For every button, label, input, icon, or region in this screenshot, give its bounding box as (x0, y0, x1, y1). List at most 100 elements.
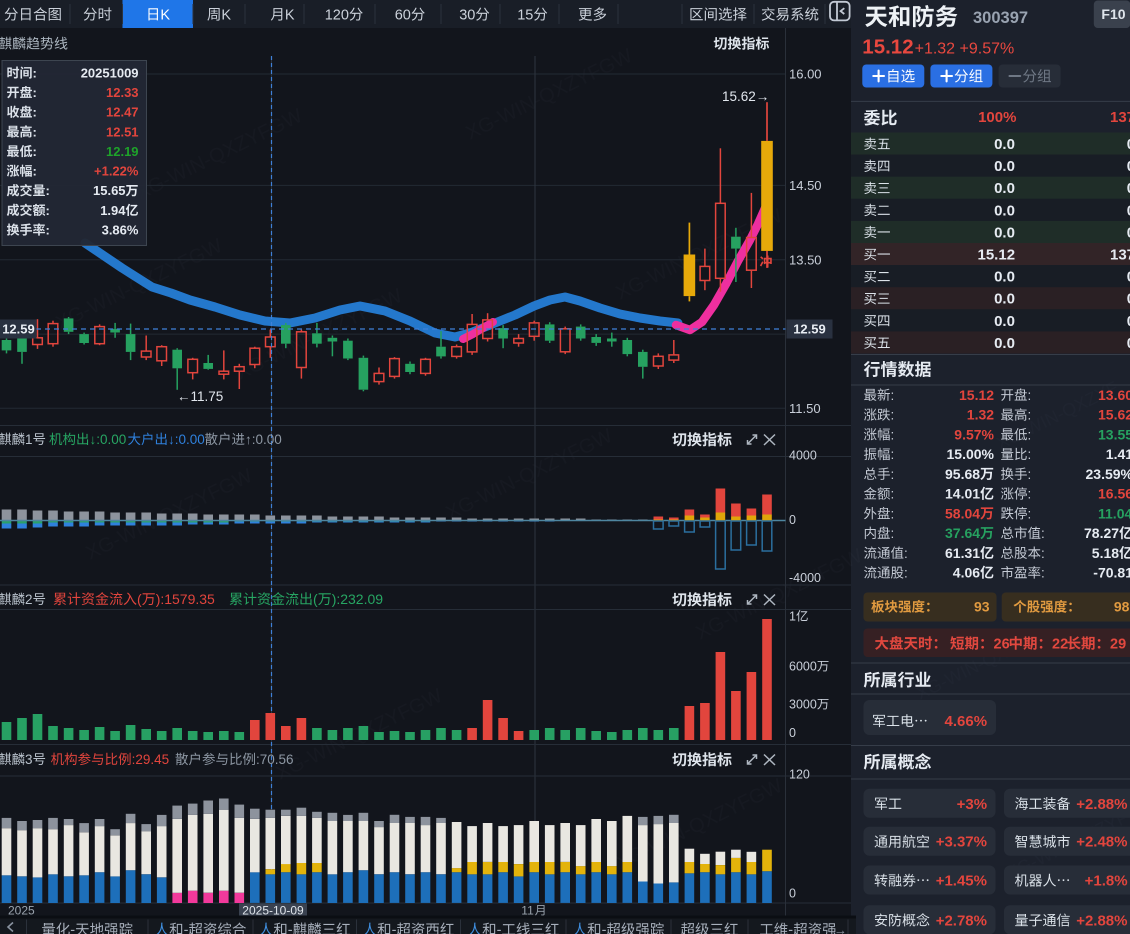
svg-text:3.86%: 3.86% (102, 223, 139, 238)
svg-text:300397: 300397 (973, 9, 1028, 27)
svg-text:0: 0 (1127, 291, 1130, 308)
svg-text:→: → (834, 923, 847, 934)
svg-text:12.19: 12.19 (106, 144, 139, 159)
svg-text:15.12: 15.12 (959, 387, 994, 403)
svg-text:4.66%: 4.66% (945, 713, 988, 730)
svg-text:0.0: 0.0 (994, 136, 1015, 153)
svg-text:K: K (160, 8, 170, 24)
svg-text:0.0: 0.0 (994, 202, 1015, 219)
svg-text:15.12: 15.12 (862, 36, 913, 59)
svg-text:1.94: 1.94 (100, 203, 126, 218)
svg-text:13.50: 13.50 (789, 252, 822, 267)
svg-text:15: 15 (517, 8, 533, 24)
svg-text:9.57%: 9.57% (954, 426, 994, 442)
svg-text:-: - (392, 923, 397, 934)
svg-text:15.00%: 15.00% (947, 446, 995, 462)
svg-text::: : (1041, 526, 1045, 541)
svg-text:):1579.35: ):1579.35 (156, 591, 215, 607)
svg-text:13.60: 13.60 (1098, 387, 1130, 403)
svg-text:12.51: 12.51 (106, 124, 139, 139)
svg-text:4.06: 4.06 (953, 565, 980, 581)
svg-text:2025: 2025 (8, 904, 35, 918)
svg-text:0.0: 0.0 (994, 313, 1015, 330)
svg-text:1: 1 (789, 610, 796, 624)
svg-text:12.59: 12.59 (2, 322, 35, 337)
svg-text::: : (891, 487, 895, 502)
svg-text:←11.75: ←11.75 (177, 389, 223, 404)
svg-text:20251009: 20251009 (81, 66, 139, 81)
svg-text:6000: 6000 (789, 660, 817, 674)
svg-text:-: - (288, 923, 293, 934)
svg-text:1: 1 (25, 432, 33, 447)
svg-text:1.41: 1.41 (1106, 446, 1130, 462)
svg-text:3000: 3000 (789, 698, 817, 712)
svg-text:0: 0 (1127, 313, 1130, 330)
svg-text::: : (1028, 506, 1032, 521)
svg-text:5.18: 5.18 (1092, 545, 1119, 561)
svg-text:0: 0 (1127, 224, 1130, 241)
svg-text:0.0: 0.0 (994, 335, 1015, 352)
svg-text:0: 0 (789, 513, 796, 527)
svg-text::: : (33, 164, 37, 179)
svg-text:16.00: 16.00 (789, 67, 822, 82)
svg-text:1.32: 1.32 (967, 407, 994, 423)
svg-text:12.47: 12.47 (106, 105, 139, 120)
svg-text:2: 2 (25, 592, 33, 607)
svg-text:60: 60 (395, 8, 411, 24)
svg-text:120: 120 (325, 8, 349, 24)
svg-text::: : (1028, 427, 1032, 442)
svg-text::: : (891, 447, 895, 462)
svg-text:3: 3 (25, 752, 33, 767)
svg-text:+1.32 +9.57%: +1.32 +9.57% (915, 41, 1015, 58)
svg-text::: : (46, 223, 50, 238)
svg-text::: : (891, 506, 895, 521)
svg-text::: : (1028, 408, 1032, 423)
svg-text:29: 29 (1110, 637, 1126, 653)
svg-text:+2.88%: +2.88% (1076, 912, 1127, 929)
svg-text::: : (891, 526, 895, 541)
svg-text:0.0: 0.0 (994, 291, 1015, 308)
svg-text:15.62→: 15.62→ (722, 89, 769, 104)
svg-text:30: 30 (459, 8, 475, 24)
svg-text:):232.09: ):232.09 (332, 591, 384, 607)
svg-text:F10: F10 (1101, 6, 1125, 22)
svg-text:22: 22 (1052, 637, 1068, 653)
svg-text:+2.78%: +2.78% (936, 912, 987, 929)
svg-text:95.68: 95.68 (945, 466, 980, 482)
svg-text:-: - (602, 923, 607, 934)
svg-text:13.55: 13.55 (1098, 426, 1130, 442)
svg-text:100%: 100% (978, 109, 1016, 126)
svg-text:11.50: 11.50 (789, 401, 821, 416)
svg-text::: : (33, 85, 37, 100)
svg-text:15.65: 15.65 (93, 183, 126, 198)
svg-text::: : (33, 124, 37, 139)
svg-text:137: 137 (1110, 247, 1130, 264)
svg-text::: : (904, 566, 908, 581)
svg-text:0.0: 0.0 (994, 180, 1015, 197)
svg-text:+1.22%: +1.22% (94, 164, 139, 179)
svg-text:78.27: 78.27 (1084, 525, 1119, 541)
svg-text:0: 0 (1127, 136, 1130, 153)
svg-text::70.56: :70.56 (256, 752, 294, 767)
svg-text:0: 0 (1127, 335, 1130, 352)
svg-text:37.64: 37.64 (945, 525, 980, 541)
svg-text:0: 0 (789, 887, 796, 901)
svg-text:23.59%: 23.59% (1086, 466, 1130, 482)
svg-text:0: 0 (789, 726, 796, 740)
svg-text:120: 120 (789, 768, 810, 782)
svg-text::: : (1041, 566, 1045, 581)
svg-text:↑:0.00: ↑:0.00 (245, 432, 282, 447)
svg-text::: : (1028, 447, 1032, 462)
svg-text:-: - (497, 923, 502, 934)
svg-text::: : (33, 105, 37, 120)
svg-text:↓:0.00: ↓:0.00 (90, 432, 127, 447)
svg-text:(: ( (137, 591, 142, 607)
svg-text:2025-10-09: 2025-10-09 (242, 904, 304, 918)
svg-text::: : (33, 144, 37, 159)
svg-text:-70.81: -70.81 (1093, 565, 1130, 581)
svg-text::: : (891, 388, 895, 403)
svg-text:↓:0.00: ↓:0.00 (168, 432, 205, 447)
svg-text::: : (33, 66, 37, 81)
svg-text:+1.45%: +1.45% (936, 873, 987, 890)
svg-text:15.12: 15.12 (978, 247, 1016, 264)
